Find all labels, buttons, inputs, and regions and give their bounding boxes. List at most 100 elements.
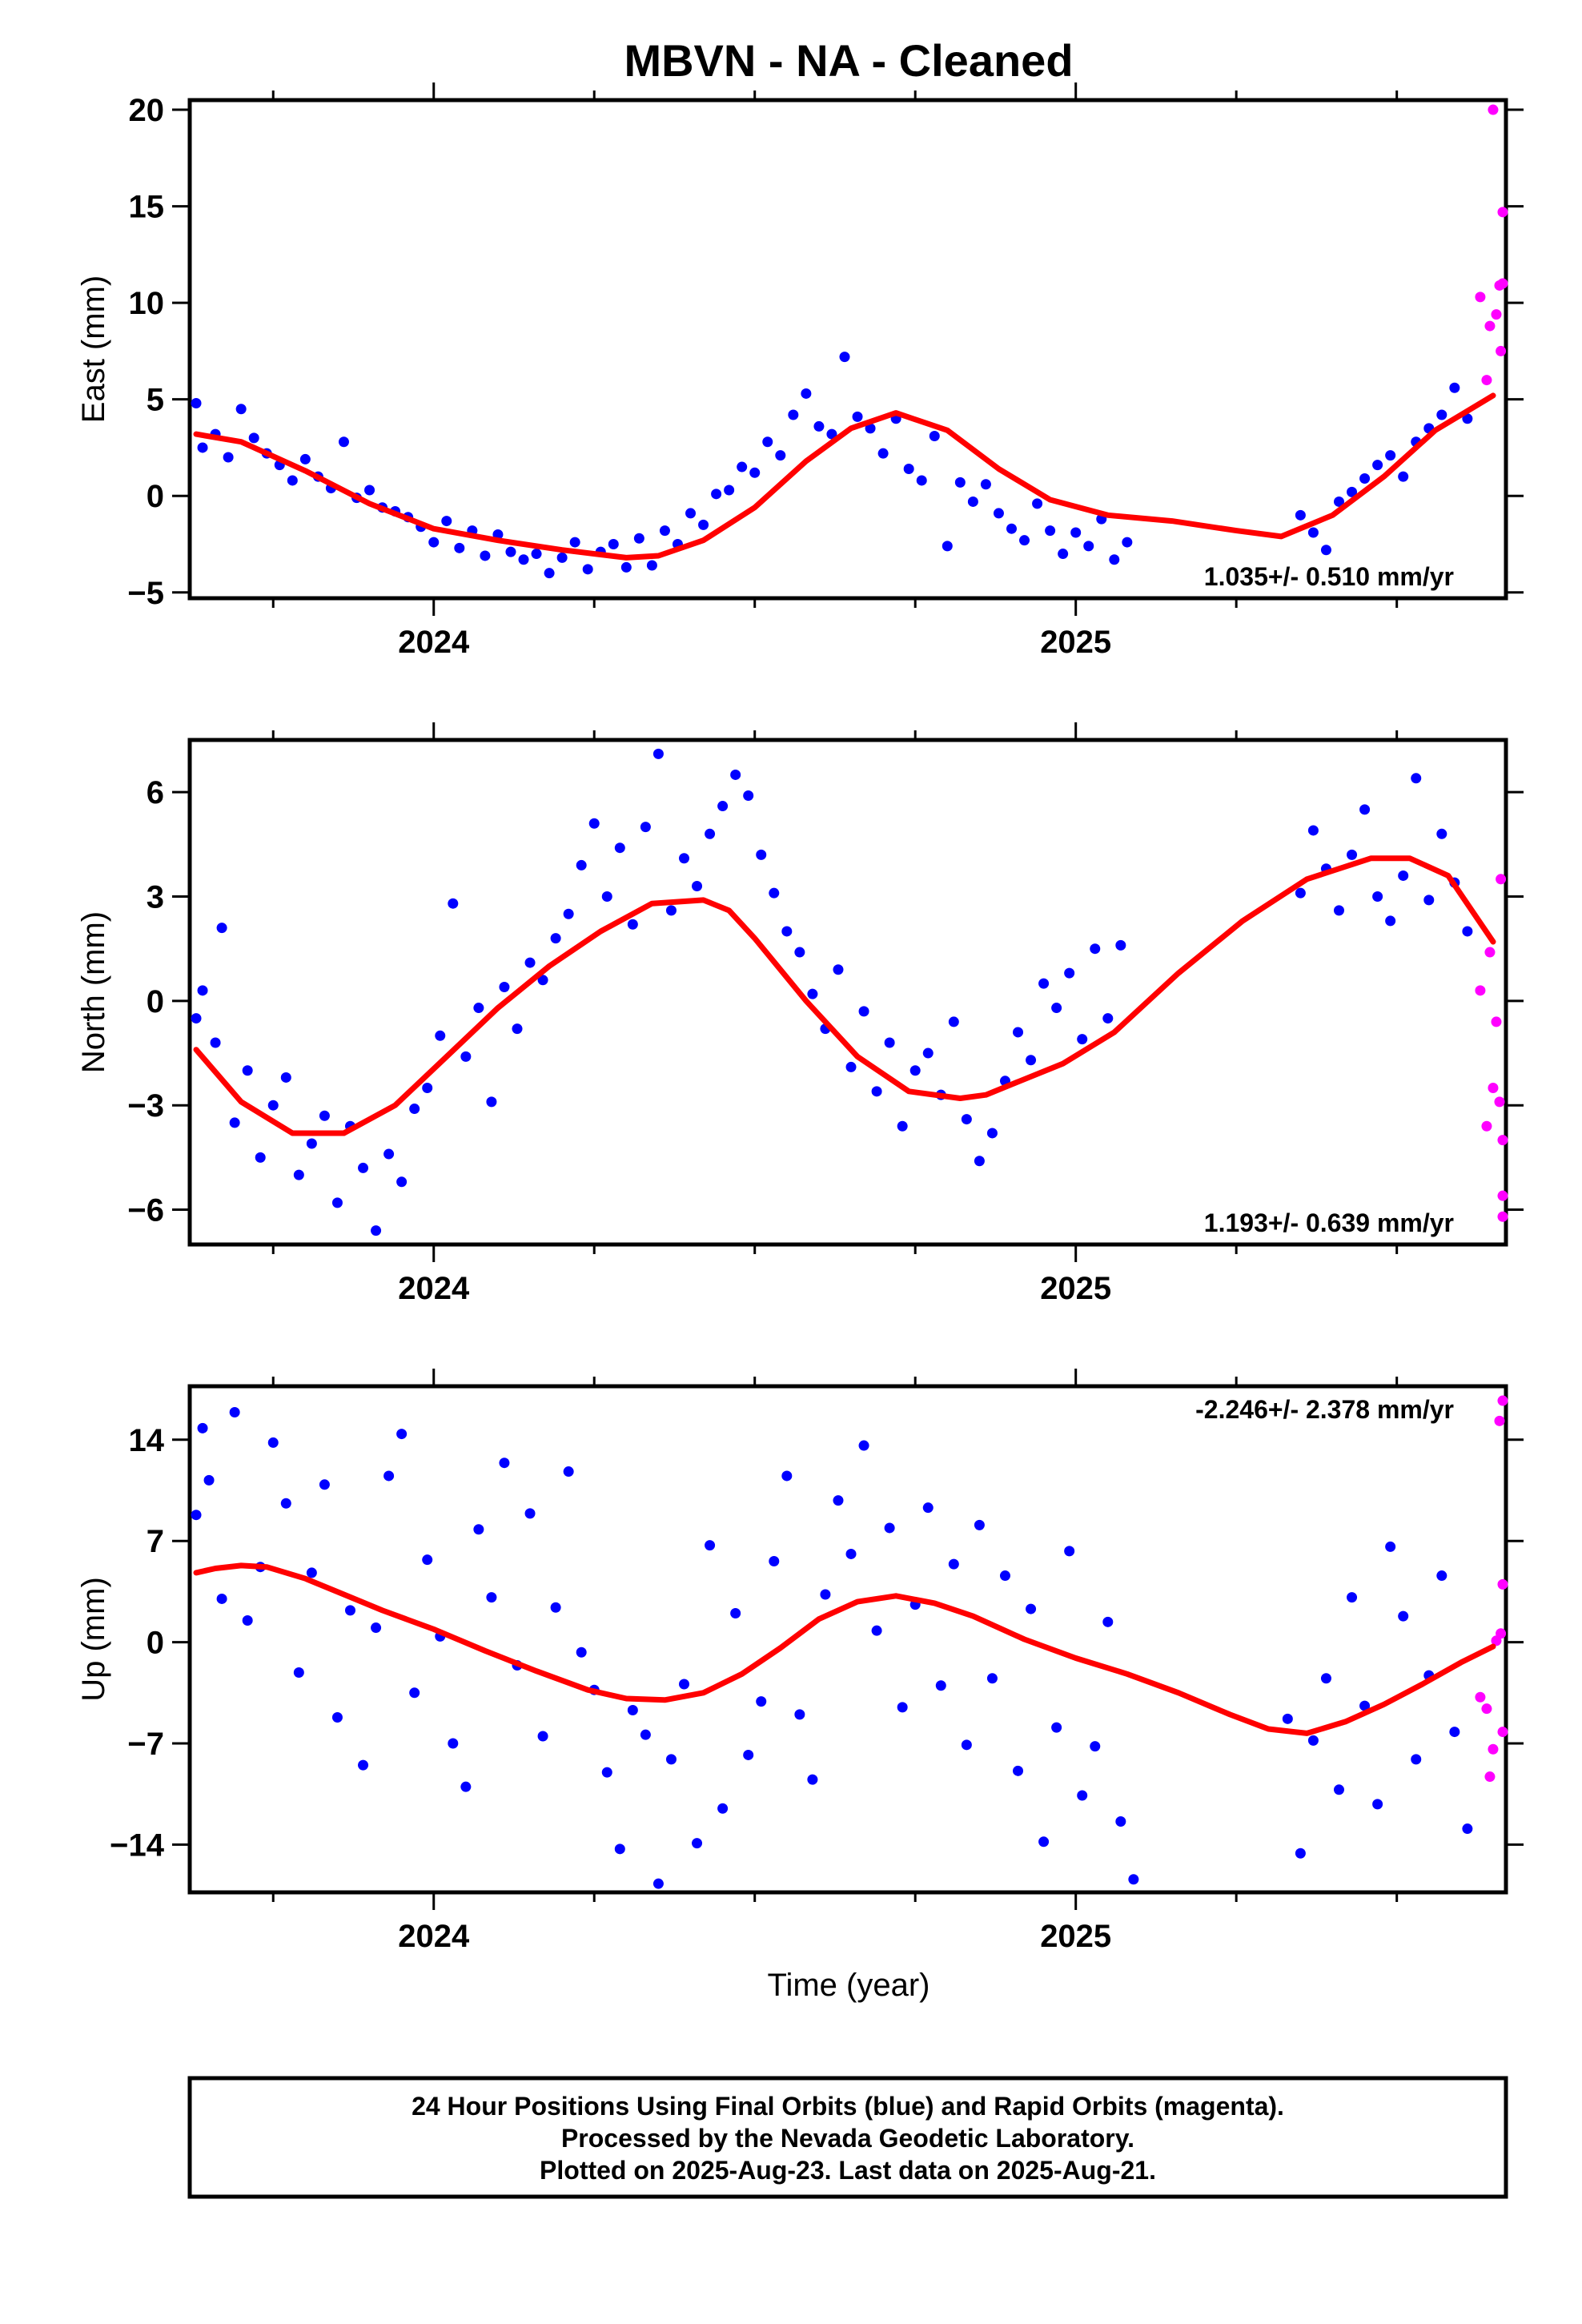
east-final-point <box>1359 473 1371 485</box>
up-final-point <box>614 1844 625 1855</box>
east-final-point <box>1372 460 1383 471</box>
east-final-point <box>737 461 748 472</box>
north-final-point <box>897 1120 908 1132</box>
up-final-point <box>769 1555 780 1566</box>
east-final-point <box>531 549 542 560</box>
east-final-point <box>1032 498 1043 509</box>
north-final-point <box>512 1023 523 1035</box>
up-final-point <box>1307 1735 1319 1746</box>
up-final-point <box>897 1702 908 1713</box>
east-y-axis-label: East (mm) <box>76 275 111 423</box>
up-final-point <box>730 1607 741 1618</box>
north-final-point <box>280 1072 291 1083</box>
up-final-point <box>1090 1741 1101 1752</box>
north-final-point <box>974 1156 985 1167</box>
north-final-point <box>1307 825 1319 836</box>
up-final-point <box>1372 1799 1383 1810</box>
east-rapid-point <box>1484 320 1496 332</box>
east-final-point <box>454 542 465 553</box>
up-final-point <box>679 1679 690 1690</box>
north-final-point <box>705 828 716 839</box>
north-final-point <box>383 1148 395 1160</box>
up-rapid-point <box>1475 1691 1486 1703</box>
north-final-point <box>858 1006 869 1017</box>
up-final-point <box>1398 1610 1409 1622</box>
east-final-point <box>582 564 593 575</box>
north-final-point <box>229 1117 240 1128</box>
up-y-tick-label: 7 <box>147 1524 164 1559</box>
east-final-point <box>633 533 644 544</box>
east-final-point <box>942 541 953 552</box>
east-final-point <box>954 476 966 488</box>
north-final-point <box>1436 828 1447 839</box>
up-rapid-point <box>1497 1578 1508 1590</box>
east-final-point <box>813 420 825 432</box>
north-final-point <box>191 1013 202 1024</box>
up-final-point <box>1295 1848 1306 1859</box>
up-final-point <box>640 1729 651 1740</box>
east-final-point <box>1070 527 1082 538</box>
up-plot-frame <box>187 1384 1508 1895</box>
east-final-point <box>775 450 786 461</box>
up-final-point <box>794 1709 805 1720</box>
north-final-point <box>948 1016 959 1027</box>
east-final-point <box>364 485 375 496</box>
north-final-point <box>730 769 741 780</box>
up-final-point <box>576 1647 587 1658</box>
north-final-point <box>884 1037 895 1048</box>
east-final-point <box>698 519 709 530</box>
north-final-point <box>871 1086 882 1097</box>
footer-line-1: 24 Hour Positions Using Final Orbits (bl… <box>412 2092 1284 2121</box>
east-final-point <box>659 525 670 537</box>
east-final-point <box>197 442 208 453</box>
east-final-point <box>749 467 761 478</box>
east-final-point <box>1436 409 1447 420</box>
east-final-point <box>223 452 234 463</box>
up-rapid-point <box>1497 1727 1508 1738</box>
up-final-point <box>229 1407 240 1418</box>
north-final-point <box>537 975 548 986</box>
north-final-point <box>486 1096 497 1108</box>
up-final-point <box>293 1667 304 1679</box>
east-final-point <box>480 550 491 561</box>
north-final-point <box>210 1037 221 1048</box>
up-final-point <box>524 1508 536 1519</box>
east-final-point <box>544 568 555 579</box>
up-rapid-point <box>1494 1415 1505 1426</box>
up-rapid-point <box>1488 1743 1499 1755</box>
north-final-point <box>1102 1013 1114 1024</box>
north-final-point <box>242 1065 253 1076</box>
up-final-point <box>961 1739 972 1751</box>
north-rapid-point <box>1497 1211 1508 1222</box>
north-final-point <box>1115 939 1126 951</box>
east-final-point <box>569 537 580 548</box>
up-final-point <box>486 1592 497 1603</box>
east-final-point <box>993 508 1004 519</box>
up-final-point <box>692 1838 703 1849</box>
north-final-point <box>255 1152 266 1163</box>
north-final-point <box>1064 967 1075 979</box>
north-final-point <box>601 891 612 903</box>
east-rapid-point <box>1497 278 1508 289</box>
up-final-point <box>1436 1570 1447 1582</box>
north-final-point <box>197 985 208 996</box>
up-final-point <box>331 1712 343 1723</box>
north-final-point <box>1295 887 1306 899</box>
east-final-point <box>685 508 697 519</box>
north-final-point <box>550 933 561 944</box>
up-rapid-point <box>1497 1395 1508 1406</box>
up-final-point <box>974 1519 985 1530</box>
up-final-point <box>216 1593 227 1604</box>
north-rate-label: 1.193+/- 0.639 mm/yr <box>1204 1208 1454 1237</box>
up-final-point <box>371 1622 382 1634</box>
north-final-point <box>1347 849 1358 860</box>
east-final-point <box>1109 554 1120 565</box>
up-final-point <box>986 1673 998 1684</box>
north-panel: 2024 2025 6 3 0 −3 −6 North (mm) 1.193+/- 0.639 … <box>76 722 1524 1306</box>
up-final-point <box>1359 1700 1371 1711</box>
up-x-tick-label: 2025 <box>1040 1919 1111 1954</box>
east-final-point <box>839 352 850 363</box>
north-final-point <box>717 801 729 812</box>
east-y-tick-label: 10 <box>129 286 165 321</box>
up-panel: 2024 2025 14 7 0 −7 −14 Up (mm) -2.246+/- 2.378 … <box>76 1369 1524 1954</box>
